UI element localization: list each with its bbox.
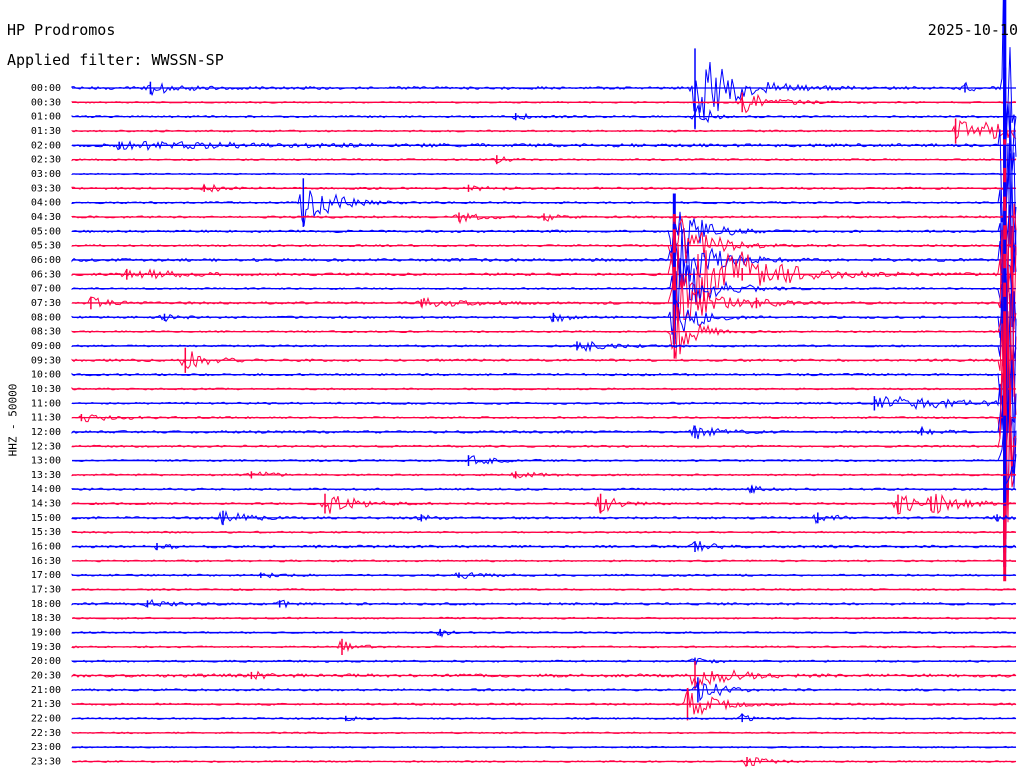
time-label: 20:30 bbox=[31, 671, 61, 682]
time-label: 22:00 bbox=[31, 714, 61, 725]
time-label: 06:00 bbox=[31, 255, 61, 266]
trace-row bbox=[71, 93, 1017, 114]
trace-row bbox=[71, 284, 1017, 460]
trace-row bbox=[71, 225, 1017, 407]
time-label: 11:00 bbox=[31, 398, 61, 409]
trace-group bbox=[71, 0, 1017, 768]
time-label: 07:30 bbox=[31, 298, 61, 309]
trace-row bbox=[71, 669, 1017, 690]
trace-row bbox=[71, 342, 1017, 488]
time-label: 00:00 bbox=[31, 83, 61, 94]
trace-row bbox=[71, 203, 1017, 414]
time-label: 16:00 bbox=[31, 542, 61, 553]
time-label: 09:30 bbox=[31, 355, 61, 366]
time-label: 18:00 bbox=[31, 599, 61, 610]
time-label: 04:00 bbox=[31, 198, 61, 209]
time-label: 19:30 bbox=[31, 642, 61, 653]
station-title: HP Prodromos bbox=[7, 21, 116, 39]
time-label: 03:30 bbox=[31, 183, 61, 194]
time-label: 16:30 bbox=[31, 556, 61, 567]
time-label: 15:30 bbox=[31, 527, 61, 538]
time-label: 23:30 bbox=[31, 757, 61, 768]
time-label: 01:00 bbox=[31, 112, 61, 123]
time-label: 21:30 bbox=[31, 699, 61, 710]
time-label: 10:00 bbox=[31, 370, 61, 381]
time-label: 13:30 bbox=[31, 470, 61, 481]
trace-row bbox=[71, 541, 1017, 553]
time-label: 12:00 bbox=[31, 427, 61, 438]
time-label: 19:00 bbox=[31, 628, 61, 639]
filter-label: Applied filter: WWSSN-SP bbox=[7, 51, 224, 69]
time-label: 08:30 bbox=[31, 327, 61, 338]
date-label: 2025-10-10 bbox=[927, 21, 1018, 39]
time-label: 06:30 bbox=[31, 269, 61, 280]
time-label: 02:30 bbox=[31, 155, 61, 166]
trace-row bbox=[71, 628, 1017, 638]
time-label: 10:30 bbox=[31, 384, 61, 395]
trace-row bbox=[71, 713, 1017, 722]
trace-row bbox=[71, 105, 1017, 124]
time-label: 14:30 bbox=[31, 499, 61, 510]
trace-row bbox=[71, 218, 1017, 271]
time-label: 18:30 bbox=[31, 613, 61, 624]
trace-row bbox=[71, 153, 1017, 328]
trace-row bbox=[71, 206, 1017, 359]
time-label: 20:00 bbox=[31, 656, 61, 667]
time-label: 03:00 bbox=[31, 169, 61, 180]
trace-row bbox=[71, 260, 1017, 441]
time-label: 04:30 bbox=[31, 212, 61, 223]
time-label: 22:30 bbox=[31, 728, 61, 739]
time-label-group: 00:00 00:30 01:00 01:30 02:00 02:30 03:00 03:30… bbox=[31, 83, 61, 768]
time-label: 09:00 bbox=[31, 341, 61, 352]
time-label: 14:00 bbox=[31, 484, 61, 495]
time-label: 01:30 bbox=[31, 126, 61, 137]
trace-row bbox=[71, 640, 1017, 653]
time-label: 21:00 bbox=[31, 685, 61, 696]
time-label: 00:30 bbox=[31, 97, 61, 108]
time-label: 02:00 bbox=[31, 140, 61, 151]
time-label: 17:00 bbox=[31, 570, 61, 581]
trace-row bbox=[71, 687, 1017, 716]
trace-row bbox=[71, 119, 1017, 141]
time-label: 15:00 bbox=[31, 513, 61, 524]
channel-axis-label: HHZ - 50000 bbox=[6, 383, 20, 457]
trace-row bbox=[71, 47, 1017, 223]
time-label: 17:30 bbox=[31, 585, 61, 596]
time-label: 07:00 bbox=[31, 284, 61, 295]
time-label: 13:00 bbox=[31, 456, 61, 467]
time-label: 11:30 bbox=[31, 413, 61, 424]
trace-row bbox=[71, 318, 1017, 540]
time-label: 08:00 bbox=[31, 312, 61, 323]
time-label: 23:00 bbox=[31, 742, 61, 753]
time-label: 05:30 bbox=[31, 241, 61, 252]
time-label: 12:30 bbox=[31, 441, 61, 452]
time-label: 05:00 bbox=[31, 226, 61, 237]
